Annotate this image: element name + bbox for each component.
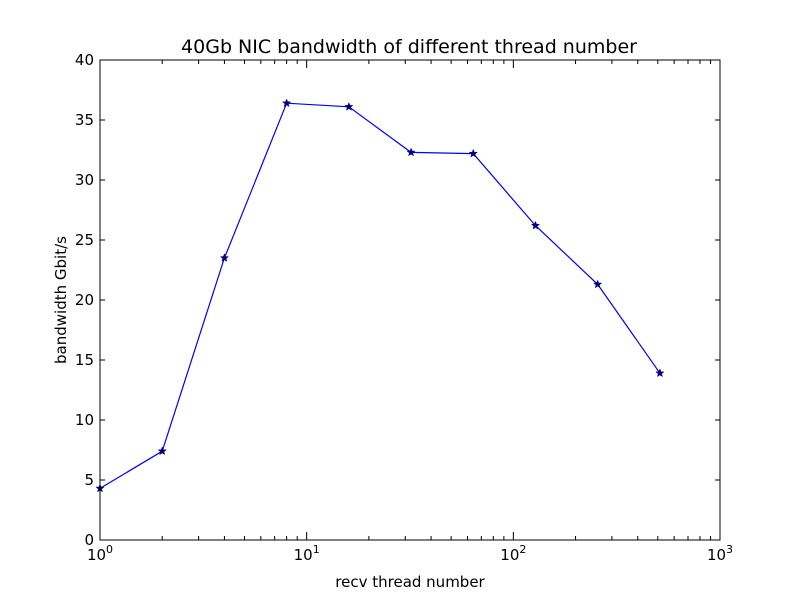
data-point-star [406,147,416,157]
series-group [95,98,665,493]
y-tick-label: 10 [75,411,94,429]
x-tick-exponent: 1 [313,543,320,556]
y-axis-label: bandwidth Gbit/s [52,236,70,364]
series-line [99,102,661,489]
data-point-star [344,101,354,111]
x-tick-base: 10 [500,546,519,564]
data-point-star [655,368,665,378]
y-tick-label: 0 [84,531,94,549]
x-tick-exponent: 3 [726,543,733,556]
x-tick-exponent: 0 [106,543,113,556]
x-tick-label: 102 [500,543,526,564]
x-axis-label: recv thread number [335,573,485,591]
x-tick-base: 10 [87,546,106,564]
y-tick-label: 5 [84,471,94,489]
x-tick-base: 10 [707,546,726,564]
chart-title: 40Gb NIC bandwidth of different thread n… [181,36,637,58]
data-point-star [157,446,167,456]
data-point-star [219,253,230,262]
x-tick-base: 10 [294,546,313,564]
y-tick-label: 30 [75,171,94,189]
plot-frame [99,59,721,541]
data-point-star [468,148,478,158]
y-tick-label: 35 [75,111,94,129]
y-tick-label: 20 [75,291,94,309]
y-tick-label: 40 [75,51,94,69]
data-point-star [281,98,292,108]
x-tick-label: 103 [707,543,733,564]
y-tick-label: 25 [75,231,94,249]
data-point-star [530,220,541,230]
y-tick-label: 15 [75,351,94,369]
x-tick-label: 100 [87,543,113,564]
data-point-star [593,279,603,289]
x-tick-label: 101 [294,543,320,564]
x-tick-exponent: 2 [519,543,526,556]
